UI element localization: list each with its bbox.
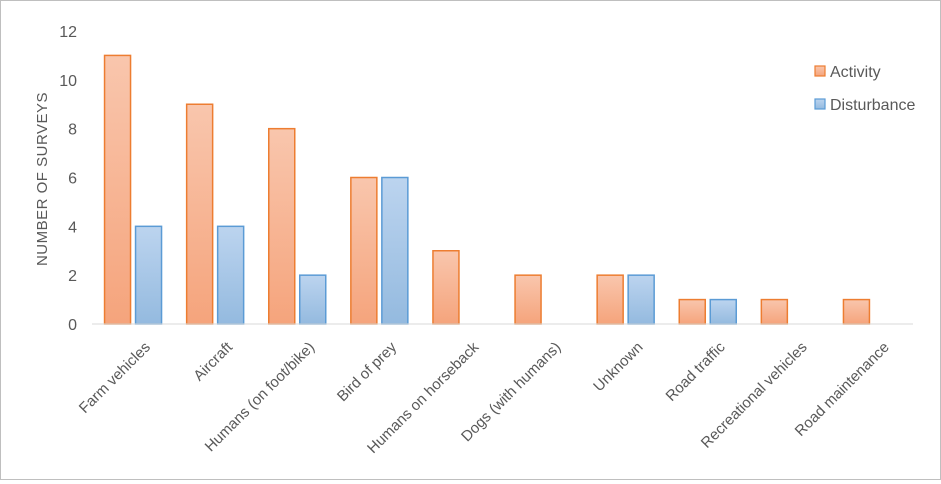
bar-activity-9: [842, 298, 871, 325]
legend-label-disturbance: Disturbance: [830, 97, 915, 114]
bar-disturbance-0: [134, 225, 163, 325]
bar-activity-1: [185, 103, 214, 325]
bar-activity-5: [514, 274, 542, 325]
x-category-label: Farm vehicles: [76, 339, 154, 417]
legend-label-activity: Activity: [830, 64, 881, 81]
x-category-label: Aircraft: [190, 338, 236, 384]
bar-activity-4: [432, 250, 460, 325]
y-tick-label: 8: [68, 122, 77, 139]
y-tick-label: 10: [59, 73, 77, 90]
y-tick-label: 4: [68, 219, 77, 236]
bar-disturbance-6: [627, 274, 655, 325]
bar-activity-3: [350, 176, 378, 325]
y-tick-label: 6: [68, 171, 77, 188]
x-category-label: Bird of prey: [334, 338, 401, 405]
y-tick-label: 0: [68, 317, 77, 334]
bar-disturbance-3: [381, 176, 409, 325]
bar-disturbance-7: [709, 298, 737, 325]
bar-disturbance-1: [216, 225, 245, 325]
x-category-label: Unknown: [590, 339, 646, 395]
bar-activity-6: [596, 274, 624, 325]
bars-group: [103, 54, 871, 325]
bar-activity-8: [760, 298, 789, 325]
y-axis-title: NUMBER OF SURVEYS: [34, 92, 51, 266]
legend: Activity Disturbance: [814, 64, 915, 114]
bar-activity-7: [678, 298, 706, 325]
legend-swatch-disturbance: [814, 98, 826, 110]
bar-activity-2: [268, 127, 296, 325]
x-category-label: Road traffic: [663, 338, 729, 404]
y-tick-label: 2: [68, 268, 77, 285]
y-tick-label: 12: [59, 24, 77, 41]
bar-disturbance-2: [299, 274, 327, 325]
y-axis-ticks: 0 2 4 6 8 10 12: [59, 24, 77, 334]
legend-swatch-activity: [814, 65, 826, 77]
bar-activity-0: [103, 54, 132, 325]
